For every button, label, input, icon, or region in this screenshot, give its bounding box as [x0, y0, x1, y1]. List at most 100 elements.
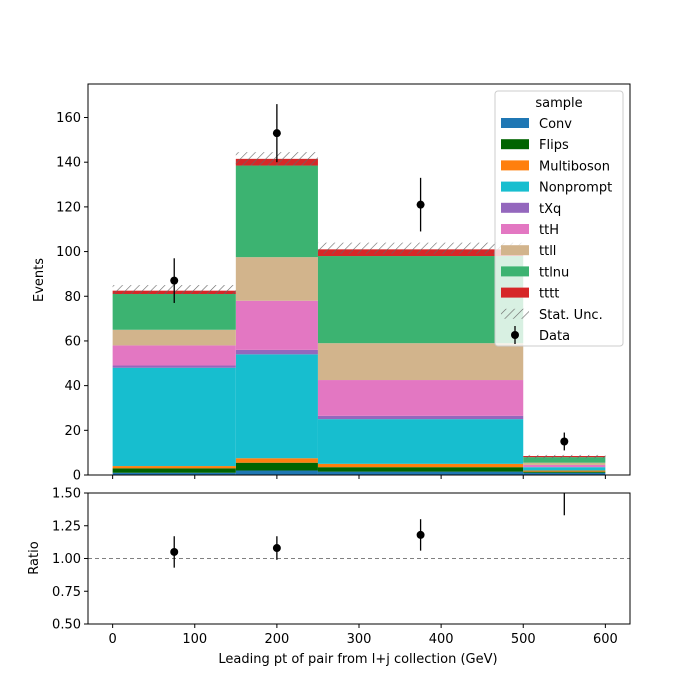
- stat-unc-bin-2: [317, 242, 524, 254]
- series-tXq: [112, 349, 524, 420]
- series-ttlnu: [112, 165, 606, 463]
- ratio-x-tick-label-4: 400: [429, 632, 454, 647]
- main-y-tick-label-3: 60: [64, 334, 81, 349]
- bar-Multiboson-bin-1: [235, 458, 318, 463]
- ratio-point-1: [272, 544, 281, 553]
- bar-ttll-bin-3: [523, 462, 606, 465]
- legend-swatch-stat-unc: [501, 308, 529, 319]
- ratio-y-tick-label-3: 1.25: [52, 519, 81, 534]
- bar-Nonprompt-bin-3: [523, 467, 606, 471]
- legend-label-Multiboson: Multiboson: [539, 159, 610, 174]
- ratio-x-ticks: 0 100 200 300 400 500 600: [108, 624, 618, 647]
- ratio-x-tick-label-6: 600: [593, 632, 618, 647]
- legend-swatch-Conv: [501, 118, 529, 128]
- bar-Flips-bin-2: [317, 467, 524, 472]
- legend-data-marker: [511, 331, 519, 339]
- ratio-x-tick-label-5: 500: [511, 632, 536, 647]
- legend-label-data: Data: [539, 329, 570, 344]
- ratio-y-tick-label-0: 0.50: [52, 618, 81, 633]
- main-y-tick-label-0: 0: [73, 469, 81, 484]
- ratio-panel: 0 100 200 300 400 500 600 0.50 0.75 1.00 1.25 1.50…: [27, 487, 631, 667]
- legend-label-ttll: ttll: [539, 244, 556, 259]
- bar-tXq-bin-2: [317, 415, 524, 420]
- legend-label-ttH: ttH: [539, 223, 559, 238]
- ratio-plot-marks: [88, 493, 630, 568]
- data-points: [170, 104, 569, 451]
- main-y-tick-label-4: 80: [64, 290, 81, 305]
- ratio-point-2: [416, 530, 425, 539]
- bar-Conv-bin-1: [235, 470, 318, 475]
- bar-ttlnu-bin-1: [235, 165, 318, 258]
- series-ttll: [112, 257, 606, 465]
- legend-swatch-Flips: [501, 139, 529, 150]
- main-y-tick-label-6: 120: [56, 200, 81, 215]
- bar-ttH-bin-3: [523, 464, 606, 468]
- main-panel: 0 20 40 60 80 100 120 140 160 Events: [32, 83, 631, 484]
- legend-title: sample: [535, 96, 582, 111]
- bar-ttH-bin-2: [317, 380, 524, 416]
- x-axis-label: Leading pt of pair from l+j collection (…: [218, 652, 497, 667]
- ratio-points: [170, 493, 565, 568]
- ratio-x-tick-label-2: 200: [264, 632, 289, 647]
- bar-tXq-bin-1: [235, 349, 318, 355]
- ratio-x-tick-label-1: 100: [182, 632, 207, 647]
- bar-tXq-bin-0: [112, 365, 236, 368]
- series-Conv: [112, 470, 606, 475]
- legend-label-Conv: Conv: [539, 117, 572, 132]
- legend-label-tXq: tXq: [539, 202, 561, 217]
- ratio-y-axis-label: Ratio: [27, 541, 42, 574]
- bar-Nonprompt-bin-1: [235, 354, 318, 459]
- series-Nonprompt: [112, 354, 606, 471]
- data-point-1: [272, 129, 281, 138]
- legend-swatch-ttlnu: [501, 266, 529, 277]
- bar-ttH-bin-0: [112, 345, 236, 366]
- bar-ttll-bin-0: [112, 329, 236, 346]
- series-ttH: [112, 300, 606, 468]
- legend-swatch-tttt: [501, 287, 529, 298]
- bar-Flips-bin-1: [235, 462, 318, 471]
- main-y-ticks: 0 20 40 60 80 100 120 140 160: [56, 111, 88, 484]
- ratio-y-tick-label-4: 1.50: [52, 487, 81, 502]
- main-x-ticks: [112, 475, 606, 479]
- legend: sample Conv Flips Multiboson Nonprompt tXq tt…: [494, 90, 624, 347]
- legend-swatch-Nonprompt: [501, 181, 529, 192]
- bar-Multiboson-bin-2: [317, 463, 524, 468]
- legend-swatch-ttll: [501, 245, 529, 256]
- data-point-3: [560, 437, 569, 446]
- bar-Flips-bin-3: [523, 471, 606, 473]
- bar-Nonprompt-bin-0: [112, 367, 236, 467]
- series-Flips: [112, 462, 606, 473]
- bar-ttlnu-bin-2: [317, 256, 524, 344]
- main-y-tick-label-1: 20: [64, 424, 81, 439]
- legend-label-Flips: Flips: [539, 138, 569, 153]
- legend-swatch-ttH: [501, 224, 529, 234]
- bar-ttll-bin-2: [317, 343, 524, 381]
- legend-label-stat-unc: Stat. Unc.: [539, 308, 603, 323]
- legend-label-Nonprompt: Nonprompt: [539, 181, 612, 196]
- ratio-y-ticks: 0.50 0.75 1.00 1.25 1.50: [52, 487, 88, 633]
- bar-Conv-bin-3: [523, 472, 606, 475]
- y-axis-label: Events: [32, 258, 47, 302]
- bar-Nonprompt-bin-2: [317, 419, 524, 464]
- ratio-y-tick-label-1: 0.75: [52, 585, 81, 600]
- stat-unc-bin-3: [523, 454, 606, 459]
- bar-Flips-bin-0: [112, 468, 236, 473]
- ratio-axes-frame: [87, 492, 631, 625]
- main-plot-marks: [112, 104, 606, 475]
- legend-label-ttlnu: ttlnu: [539, 265, 569, 280]
- data-point-2: [416, 200, 425, 209]
- main-y-tick-label-2: 40: [64, 379, 81, 394]
- main-y-tick-label-8: 160: [56, 111, 81, 126]
- ratio-x-tick-label-3: 300: [347, 632, 372, 647]
- legend-swatch-Multiboson: [501, 160, 529, 171]
- ratio-x-tick-label-0: 0: [108, 632, 116, 647]
- bar-Multiboson-bin-0: [112, 466, 236, 469]
- bar-Conv-bin-2: [317, 471, 524, 475]
- legend-label-tttt: tttt: [539, 287, 559, 302]
- bar-ttll-bin-1: [235, 257, 318, 301]
- series-Multiboson: [112, 458, 606, 472]
- ratio-y-tick-label-2: 1.00: [52, 552, 81, 567]
- legend-swatch-tXq: [501, 202, 529, 213]
- ratio-point-0: [170, 547, 179, 556]
